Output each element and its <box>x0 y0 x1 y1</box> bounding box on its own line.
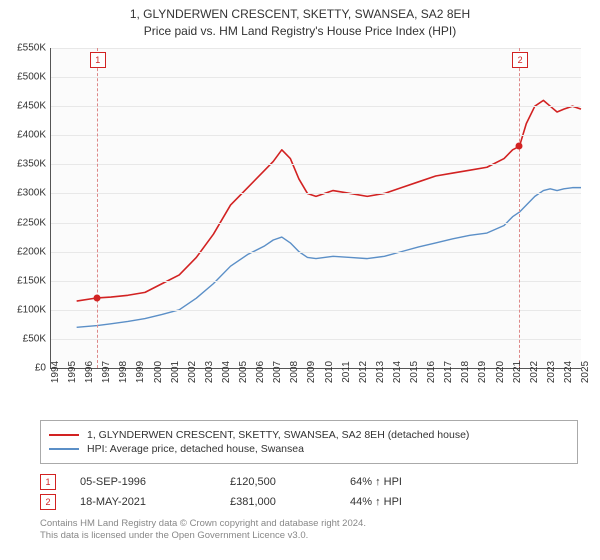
legend-row-hpi: HPI: Average price, detached house, Swan… <box>49 443 569 455</box>
tx-price-2: £381,000 <box>230 496 350 508</box>
gridline-h <box>51 223 581 224</box>
tx-hpi-1: 64% ↑ HPI <box>350 476 490 488</box>
y-tick-label: £50K <box>23 333 46 344</box>
x-tick-label: 2003 <box>204 361 215 383</box>
x-tick-label: 2006 <box>255 361 266 383</box>
x-tick-label: 2013 <box>375 361 386 383</box>
plot-region: 12 <box>50 48 581 369</box>
x-tick-label: 2021 <box>512 361 523 383</box>
tx-vline <box>519 48 520 368</box>
x-tick-label: 2019 <box>477 361 488 383</box>
gridline-h <box>51 106 581 107</box>
x-tick-label: 2009 <box>306 361 317 383</box>
x-tick-label: 1997 <box>101 361 112 383</box>
y-tick-label: £550K <box>17 43 46 54</box>
legend-swatch-hpi <box>49 448 79 450</box>
legend-row-property: 1, GLYNDERWEN CRESCENT, SKETTY, SWANSEA,… <box>49 429 569 441</box>
title-line-2: Price paid vs. HM Land Registry's House … <box>0 23 600 40</box>
gridline-h <box>51 77 581 78</box>
gridline-h <box>51 164 581 165</box>
title-line-1: 1, GLYNDERWEN CRESCENT, SKETTY, SWANSEA,… <box>0 6 600 23</box>
gridline-h <box>51 310 581 311</box>
footer: Contains HM Land Registry data © Crown c… <box>40 518 366 543</box>
x-tick-label: 2025 <box>580 361 591 383</box>
x-tick-label: 2020 <box>495 361 506 383</box>
x-tick-label: 2011 <box>341 361 352 383</box>
x-tick-label: 2022 <box>529 361 540 383</box>
y-tick-label: £350K <box>17 159 46 170</box>
gridline-h <box>51 339 581 340</box>
x-tick-label: 2016 <box>426 361 437 383</box>
transactions-table: 1 05-SEP-1996 £120,500 64% ↑ HPI 2 18-MA… <box>40 470 560 514</box>
gridline-h <box>51 281 581 282</box>
x-tick-label: 2001 <box>170 361 181 383</box>
x-tick-label: 2010 <box>324 361 335 383</box>
tx-marker-box: 2 <box>512 52 528 68</box>
legend-label-property: 1, GLYNDERWEN CRESCENT, SKETTY, SWANSEA,… <box>87 429 469 441</box>
tx-vline <box>97 48 98 368</box>
footer-line-2: This data is licensed under the Open Gov… <box>40 530 366 542</box>
tx-row-1: 1 05-SEP-1996 £120,500 64% ↑ HPI <box>40 474 560 490</box>
tx-hpi-2: 44% ↑ HPI <box>350 496 490 508</box>
x-tick-label: 1996 <box>84 361 95 383</box>
x-tick-label: 2008 <box>289 361 300 383</box>
gridline-h <box>51 193 581 194</box>
tx-row-2: 2 18-MAY-2021 £381,000 44% ↑ HPI <box>40 494 560 510</box>
y-tick-label: £300K <box>17 188 46 199</box>
tx-marker-1: 1 <box>40 474 56 490</box>
chart-title-block: 1, GLYNDERWEN CRESCENT, SKETTY, SWANSEA,… <box>0 0 600 40</box>
y-tick-label: £250K <box>17 217 46 228</box>
series-line-property <box>77 100 581 301</box>
x-tick-label: 2023 <box>546 361 557 383</box>
x-tick-label: 1994 <box>50 361 61 383</box>
y-tick-label: £500K <box>17 72 46 83</box>
x-tick-label: 2012 <box>358 361 369 383</box>
legend-swatch-property <box>49 434 79 436</box>
y-tick-label: £200K <box>17 246 46 257</box>
legend-label-hpi: HPI: Average price, detached house, Swan… <box>87 443 304 455</box>
y-tick-label: £450K <box>17 101 46 112</box>
tx-dot <box>516 143 523 150</box>
x-tick-label: 2014 <box>392 361 403 383</box>
x-tick-label: 2000 <box>153 361 164 383</box>
legend: 1, GLYNDERWEN CRESCENT, SKETTY, SWANSEA,… <box>40 420 578 464</box>
chart-area: 12 £0£50K£100K£150K£200K£250K£300K£350K£… <box>50 48 580 368</box>
tx-marker-box: 1 <box>90 52 106 68</box>
tx-dot <box>93 294 100 301</box>
x-tick-label: 2015 <box>409 361 420 383</box>
series-line-hpi <box>77 188 581 328</box>
tx-marker-2: 2 <box>40 494 56 510</box>
x-tick-label: 2004 <box>221 361 232 383</box>
tx-price-1: £120,500 <box>230 476 350 488</box>
y-tick-label: £100K <box>17 304 46 315</box>
x-tick-label: 1999 <box>135 361 146 383</box>
x-tick-label: 2024 <box>563 361 574 383</box>
plot-svg <box>51 48 581 368</box>
footer-line-1: Contains HM Land Registry data © Crown c… <box>40 518 366 530</box>
gridline-h <box>51 135 581 136</box>
x-tick-label: 2005 <box>238 361 249 383</box>
gridline-h <box>51 48 581 49</box>
y-tick-label: £0 <box>35 363 46 374</box>
x-tick-label: 1995 <box>67 361 78 383</box>
y-tick-label: £150K <box>17 275 46 286</box>
x-tick-label: 1998 <box>118 361 129 383</box>
tx-date-2: 18-MAY-2021 <box>80 496 230 508</box>
x-tick-label: 2017 <box>443 361 454 383</box>
x-tick-label: 2007 <box>272 361 283 383</box>
x-tick-label: 2002 <box>187 361 198 383</box>
x-tick-label: 2018 <box>460 361 471 383</box>
y-tick-label: £400K <box>17 130 46 141</box>
tx-date-1: 05-SEP-1996 <box>80 476 230 488</box>
gridline-h <box>51 252 581 253</box>
